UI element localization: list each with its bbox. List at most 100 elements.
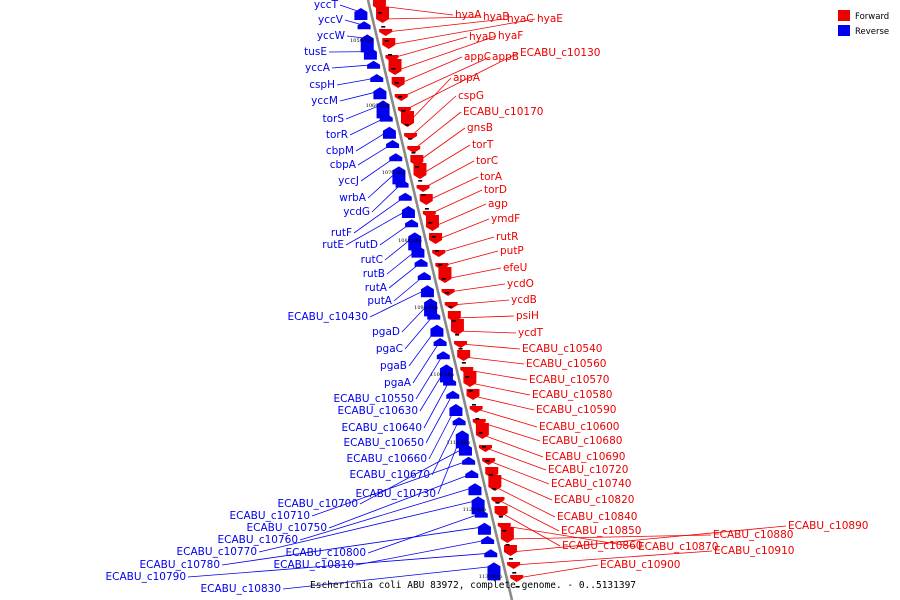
- reverse-gene-feature: [430, 324, 444, 337]
- scale-tick-label: 1060 kbp: [366, 103, 390, 109]
- reverse-gene-feature: [443, 377, 457, 386]
- reverse-leader-line: [369, 288, 428, 318]
- axis-marker: [384, 40, 389, 42]
- reverse-gene-feature: [427, 311, 441, 320]
- reverse-gene-feature: [398, 192, 412, 201]
- reverse-gene-label: pgaD: [372, 326, 400, 338]
- forward-gene-feature: [388, 59, 402, 75]
- forward-gene-label: ECABU_c10820: [554, 494, 634, 506]
- forward-leader-line: [429, 189, 483, 215]
- forward-gene-label: psiH: [516, 310, 539, 322]
- reverse-leader-line: [353, 196, 405, 234]
- map-caption: Escherichia coli ABU 83972, complete gen…: [310, 580, 636, 591]
- axis-marker: [381, 26, 386, 28]
- reverse-gene-feature: [433, 338, 447, 346]
- axis-marker: [502, 530, 507, 532]
- forward-gene-label: appB: [492, 51, 519, 63]
- forward-leader-line: [417, 127, 466, 163]
- reverse-gene-label: yccW: [317, 30, 346, 42]
- forward-gene-label: ECABU_c10540: [522, 343, 602, 355]
- forward-gene-label: hyaA: [455, 9, 482, 21]
- reverse-gene-label: ECABU_c10760: [218, 534, 298, 546]
- axis-marker: [414, 166, 419, 168]
- axis-marker: [411, 152, 416, 154]
- forward-gene-label: appC: [464, 51, 491, 63]
- forward-gene-label: cspG: [458, 90, 484, 102]
- reverse-leader-line: [371, 183, 402, 213]
- axis-marker: [488, 474, 493, 476]
- reverse-gene-feature: [420, 285, 434, 298]
- forward-gene-feature: [419, 194, 433, 205]
- forward-gene-label: ECABU_c10130: [520, 47, 600, 59]
- reverse-gene-label: ECABU_c10700: [278, 498, 358, 510]
- reverse-gene-label: ECABU_c10830: [201, 583, 281, 595]
- axis-marker: [455, 334, 460, 336]
- forward-leader-line: [507, 534, 712, 540]
- reverse-gene-label: torR: [326, 129, 348, 141]
- reverse-leader-line: [393, 275, 425, 302]
- forward-gene-label: ECABU_c10890: [788, 520, 868, 532]
- reverse-gene-label: yccT: [314, 0, 339, 11]
- axis-marker: [435, 250, 439, 252]
- forward-gene-label: rutR: [496, 231, 518, 243]
- forward-leader-line: [420, 144, 471, 176]
- reverse-leader-line: [282, 566, 494, 590]
- forward-gene-label: agp: [488, 198, 508, 210]
- axis-marker: [505, 544, 510, 546]
- forward-gene-label: ECABU_c10690: [545, 451, 625, 463]
- legend-reverse-label: Reverse: [855, 27, 889, 37]
- forward-gene-feature: [407, 146, 421, 153]
- reverse-gene-feature: [484, 549, 498, 558]
- forward-gene-feature: [469, 406, 483, 413]
- forward-leader-line: [392, 36, 468, 59]
- reverse-leader-line: [345, 209, 409, 246]
- axis-marker: [448, 306, 453, 308]
- forward-gene-label: ECABU_c10600: [539, 421, 619, 433]
- forward-gene-feature: [401, 111, 414, 127]
- axis-marker: [438, 264, 443, 266]
- reverse-leader-line: [425, 394, 453, 444]
- forward-gene-label: ECABU_c10560: [526, 358, 606, 370]
- axis-marker: [515, 586, 520, 588]
- forward-leader-line: [439, 236, 495, 254]
- forward-gene-feature: [472, 419, 486, 426]
- reverse-gene-label: pgaC: [376, 343, 403, 355]
- forward-gene-label: appA: [453, 72, 481, 84]
- forward-gene-label: hyaD: [469, 31, 496, 43]
- forward-leader-line: [398, 56, 463, 85]
- forward-leader-line: [473, 395, 535, 411]
- reverse-gene-label: ECABU_c10710: [230, 510, 310, 522]
- forward-leader-line: [464, 356, 525, 365]
- axis-marker: [401, 110, 406, 112]
- reverse-gene-label: rutE: [322, 239, 344, 251]
- reverse-gene-feature: [446, 390, 460, 399]
- reverse-leader-line: [299, 486, 475, 541]
- forward-gene-feature: [404, 133, 418, 140]
- scale-ticks: 1050 kbp 1060 kbp 1070 kbp 1080 kbp 1090 kbp…: [350, 38, 502, 580]
- reverse-gene-label: ECABU_c10770: [177, 546, 257, 558]
- axis-marker: [482, 446, 487, 448]
- reverse-gene-label: cspH: [309, 79, 335, 91]
- reverse-gene-feature: [436, 351, 450, 360]
- forward-gene-label: hyaE: [537, 13, 563, 25]
- reverse-leader-line: [415, 354, 444, 400]
- reverse-leader-line: [423, 381, 450, 429]
- reverse-gene-label: rutF: [331, 227, 352, 239]
- axis-marker: [398, 96, 403, 98]
- forward-leader-line: [423, 160, 475, 189]
- forward-leader-line: [407, 77, 452, 124]
- forward-leader-line: [501, 512, 561, 547]
- forward-leader-line: [410, 95, 457, 137]
- legend: Forward Reverse: [838, 10, 889, 37]
- forward-leader-line: [492, 473, 553, 501]
- reverse-gene-label: cbpM: [326, 145, 354, 157]
- scale-tick-label: 1050 kbp: [350, 38, 374, 44]
- forward-leader-line: [445, 267, 502, 280]
- reverse-gene-feature: [481, 536, 495, 544]
- forward-leader-line: [451, 299, 510, 306]
- forward-leader-line: [461, 343, 521, 350]
- reverse-gene-label: yccV: [318, 14, 344, 26]
- axis-marker: [421, 194, 426, 196]
- gene-labels: yccT yccV yccW tusE yccA cspH yccM torS torR cbpM…: [106, 0, 869, 595]
